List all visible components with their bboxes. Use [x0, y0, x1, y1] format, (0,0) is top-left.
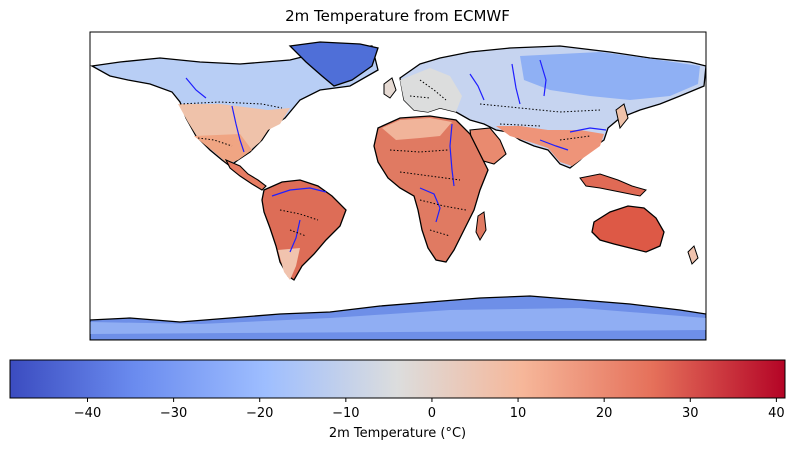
- map-title: 2m Temperature from ECMWF: [285, 7, 510, 25]
- colorbar-scale: [9, 359, 786, 399]
- landmass-indonesia: [579, 173, 647, 197]
- border-south-america: [279, 209, 319, 237]
- landmass-central-america: [224, 158, 267, 191]
- africa-north: [382, 118, 452, 140]
- warm-north-america: [194, 134, 252, 164]
- colorbar-tick-label: 20: [596, 406, 613, 421]
- antarctica-edge: [90, 308, 706, 334]
- colorbar: −40 −30 −20 −10 0 10 20 30 40: [9, 359, 786, 421]
- country-borders: [179, 79, 601, 237]
- siberia-cold: [520, 52, 700, 100]
- landmass-new-zealand: [687, 245, 699, 265]
- river-amazon: [271, 187, 327, 197]
- colorbar-tick-label: −40: [74, 406, 101, 421]
- river-mississippi: [231, 105, 245, 153]
- temperate-north-america: [178, 104, 290, 162]
- river-mackenzie: [185, 77, 207, 99]
- map-panel: [90, 32, 706, 340]
- river-ob: [511, 63, 521, 105]
- border-asia: [479, 103, 601, 141]
- rivers: [185, 59, 607, 253]
- colorbar-tick-label: −20: [246, 406, 273, 421]
- landmass-japan: [615, 103, 629, 130]
- colorbar-tick-label: −30: [160, 406, 187, 421]
- river-volga: [469, 73, 485, 101]
- river-congo: [419, 187, 441, 223]
- colorbar-ticks: −40 −30 −20 −10 0 10 20 30 40: [74, 398, 785, 421]
- landmass-australia: [591, 205, 665, 253]
- colorbar-tick-label: 10: [510, 406, 527, 421]
- south-asia-warm: [496, 126, 604, 166]
- river-ganges: [539, 139, 569, 151]
- colorbar-tick-label: 30: [682, 406, 699, 421]
- colorbar-label: 2m Temperature (°C): [328, 426, 467, 441]
- border-us-canada: [179, 101, 283, 109]
- colorbar-tick-label: 0: [428, 406, 436, 421]
- map-frame: [89, 31, 707, 341]
- river-parana: [289, 219, 301, 253]
- landmass-africa: [373, 115, 489, 263]
- europe-mild: [400, 68, 462, 112]
- river-nile: [449, 123, 455, 187]
- landmass-british-isles: [383, 77, 397, 99]
- south-america-south: [278, 248, 300, 280]
- landmass-greenland: [288, 41, 379, 87]
- landmass-madagascar: [475, 211, 487, 242]
- river-yenisei: [539, 59, 547, 97]
- river-yangtze: [569, 127, 607, 133]
- border-us-mexico: [197, 137, 233, 147]
- colorbar-tick-label: −10: [332, 406, 359, 421]
- colorbar-tick-label: 40: [768, 406, 785, 421]
